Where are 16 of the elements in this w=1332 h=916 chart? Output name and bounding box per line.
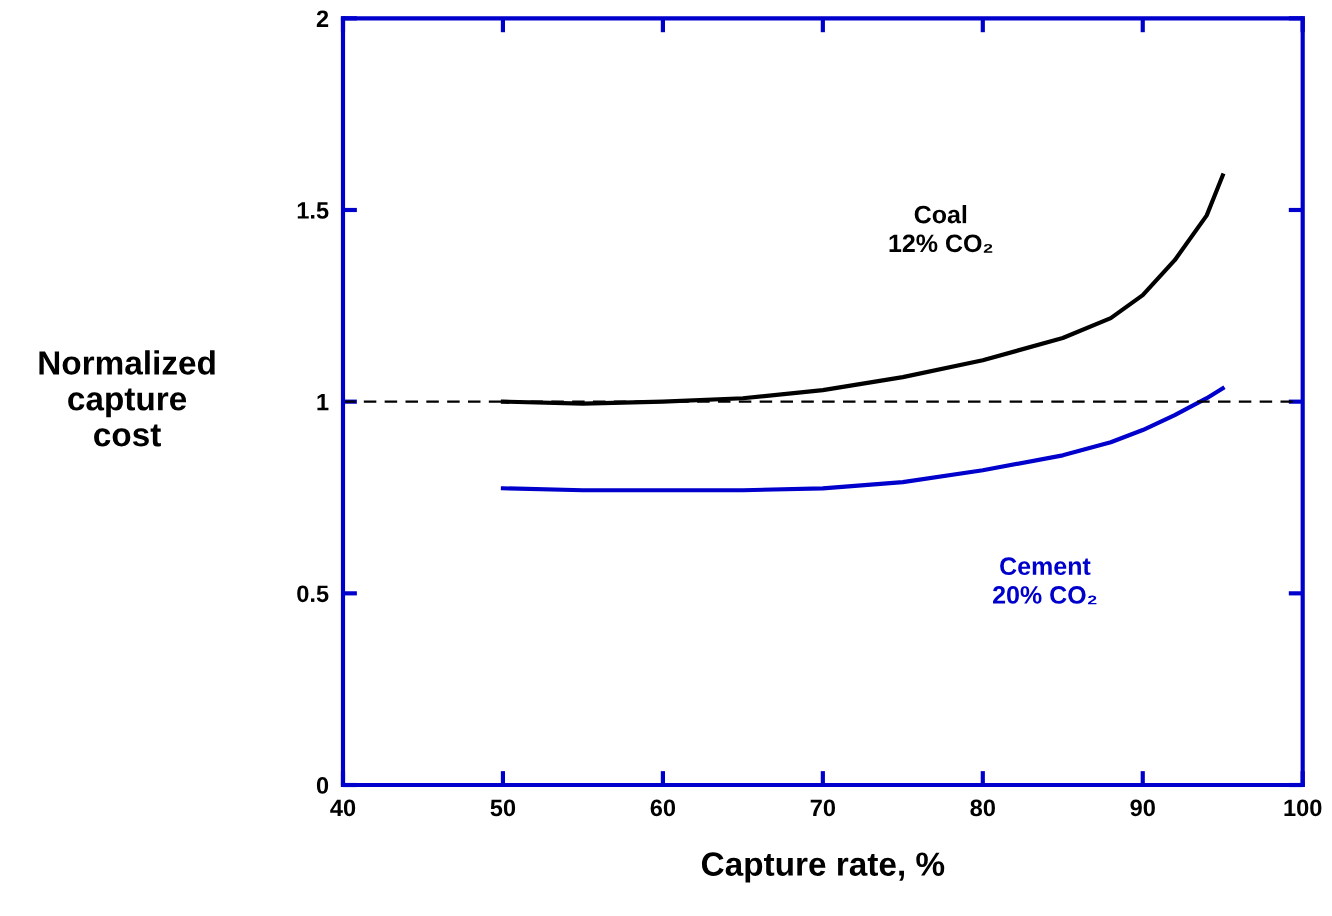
x-tick-label: 60 <box>650 799 676 817</box>
y-tick-label: 1 <box>317 393 329 411</box>
x-tick-label: 100 <box>1284 799 1322 817</box>
x-axis-title: Capture rate, % <box>701 852 945 883</box>
x-tick-label: 40 <box>330 799 356 817</box>
text: Cement 20% CO₂ <box>993 557 1097 605</box>
y-tick-label: 1.5 <box>297 202 329 219</box>
x-tick-label: 50 <box>490 799 516 817</box>
y-axis-title: Normalized capture cost <box>39 350 215 447</box>
x-tick-label: 90 <box>1130 799 1155 817</box>
y-tick-label: 0.5 <box>297 585 329 603</box>
x-tick-label: 80 <box>970 799 995 817</box>
text: Coal 12% CO₂ <box>889 205 993 253</box>
x-tick-label: 70 <box>810 799 836 817</box>
y-tick-label: 2 <box>316 10 329 27</box>
y-tick-label: 0 <box>316 777 329 794</box>
